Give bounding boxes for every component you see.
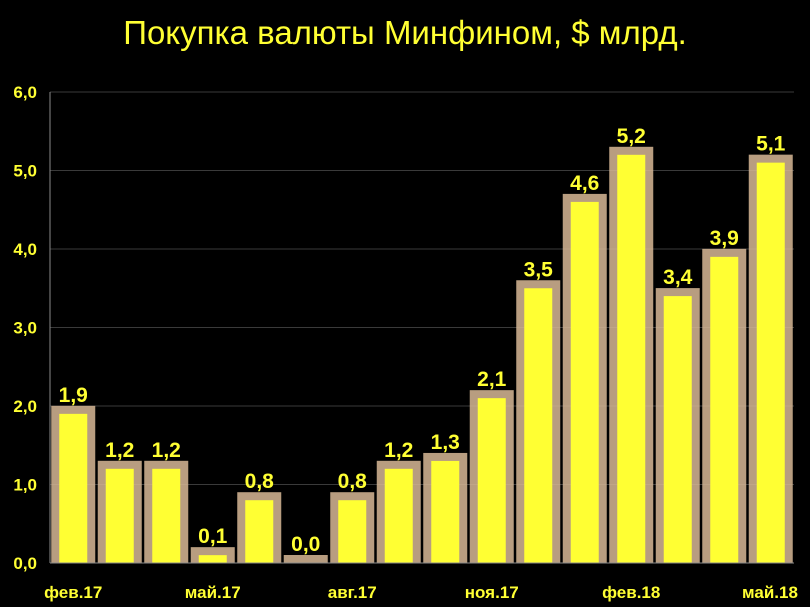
bar <box>617 154 646 564</box>
y-tick-label: 3,0 <box>13 319 37 338</box>
data-label: 5,2 <box>617 125 646 148</box>
x-tick-label: май.18 <box>742 583 798 602</box>
bar <box>524 288 553 563</box>
bars <box>51 146 793 564</box>
bar <box>663 296 692 563</box>
x-tick-label: фев.18 <box>602 583 660 602</box>
bar <box>338 500 367 563</box>
data-label: 1,9 <box>59 384 88 407</box>
bar <box>570 201 599 563</box>
chart-title: Покупка валюты Минфином, $ млрд. <box>123 14 687 51</box>
y-tick-label: 6,0 <box>13 83 37 102</box>
x-tick-label: май.17 <box>185 583 241 602</box>
bar <box>245 500 274 563</box>
x-tick-label: авг.17 <box>328 583 377 602</box>
data-label: 1,3 <box>431 431 460 454</box>
bar <box>384 468 413 563</box>
y-tick-label: 0,0 <box>13 554 37 573</box>
data-label: 0,8 <box>245 470 275 493</box>
data-label: 0,0 <box>291 533 320 556</box>
axes <box>49 92 794 564</box>
bar <box>105 468 134 563</box>
bar-glow <box>283 555 328 563</box>
y-tick-label: 5,0 <box>13 162 37 181</box>
data-label: 3,9 <box>710 227 739 250</box>
data-label: 0,1 <box>198 525 228 548</box>
data-label: 3,4 <box>663 266 693 289</box>
y-tick-label: 1,0 <box>13 476 37 495</box>
y-tick-label: 2,0 <box>13 397 37 416</box>
bar <box>710 256 739 563</box>
data-label: 4,6 <box>570 172 599 195</box>
data-label: 1,2 <box>384 439 413 462</box>
bar <box>152 468 181 563</box>
data-label: 1,2 <box>152 439 181 462</box>
data-label: 5,1 <box>756 133 786 156</box>
bar <box>59 413 88 563</box>
data-label: 2,1 <box>477 368 507 391</box>
data-label: 0,8 <box>338 470 368 493</box>
bar <box>477 398 506 563</box>
bar <box>431 460 460 563</box>
labels: 0,0 1,0 2,0 3,0 4,0 5,0 6,0 1,9 1,2 1,2 0,1 0,8 0,0 0… <box>13 83 798 602</box>
data-label: 1,2 <box>105 439 134 462</box>
bar <box>756 162 785 563</box>
bar <box>198 555 227 563</box>
x-tick-label: фев.17 <box>44 583 102 602</box>
x-tick-label: ноя.17 <box>465 583 519 602</box>
y-tick-label: 4,0 <box>13 240 37 259</box>
data-label: 3,5 <box>524 258 554 281</box>
